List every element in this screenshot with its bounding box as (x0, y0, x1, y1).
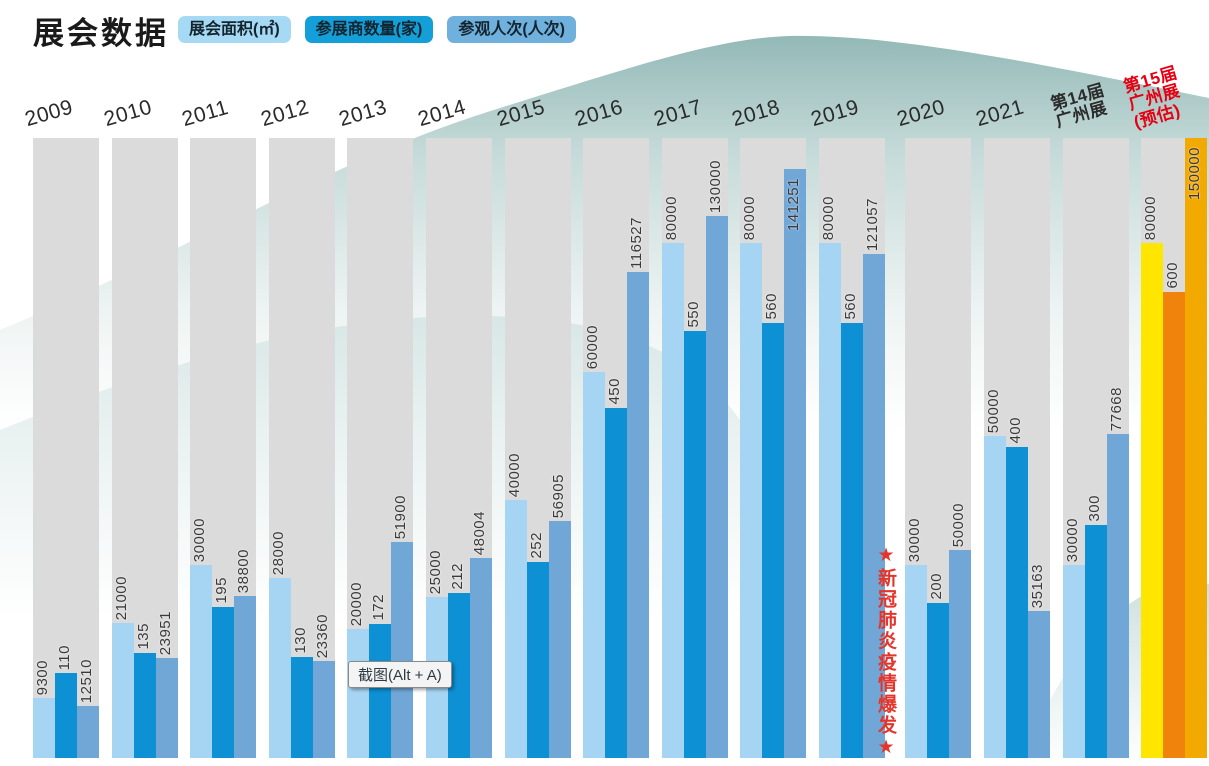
bar-value-2018-visitors: 141251 (785, 178, 803, 232)
bar-value-2020-visitors: 50000 (950, 502, 967, 547)
bar-2011-area (190, 565, 213, 758)
page-title: 展会数据 (33, 16, 169, 51)
bar-value-2020-area: 30000 (906, 517, 923, 562)
bar-2017-exhibitors (683, 331, 706, 758)
bar-value-2011-area: 30000 (191, 517, 209, 562)
bar-value-2012-area: 28000 (269, 530, 287, 575)
bar-2015-visitors (548, 521, 571, 758)
bar-15-visitors (1185, 138, 1208, 758)
bar-value-2020-exhibitors: 200 (928, 573, 945, 600)
bar-15-exhibitors (1163, 292, 1186, 758)
bar-value-2019-visitors: 121057 (864, 197, 881, 251)
bar-value-2012-exhibitors: 130 (291, 627, 309, 654)
column-backdrop-2009 (33, 138, 99, 758)
bar-2011-visitors (234, 596, 257, 758)
bar-2016-exhibitors (605, 408, 628, 758)
bar-2017-visitors (705, 216, 728, 758)
bar-14-visitors (1106, 434, 1129, 758)
bar-value-14-exhibitors: 300 (1085, 495, 1103, 522)
bar-2016-visitors (627, 272, 650, 758)
legend: 展会面积(㎡) 参展商数量(家) 参观人次(人次) (178, 16, 577, 44)
bar-value-2017-exhibitors: 550 (684, 301, 702, 328)
bar-2016-area (583, 372, 606, 758)
bar-2020-exhibitors (927, 603, 949, 758)
bar-2013-visitors (391, 542, 414, 758)
bar-value-2017-visitors: 130000 (706, 159, 724, 213)
covid-annotation: ★新冠肺炎疫情爆发★ (875, 544, 896, 760)
bar-2021-exhibitors (1005, 447, 1028, 758)
bar-value-14-area: 30000 (1063, 517, 1081, 562)
bar-2012-area (268, 578, 291, 758)
legend-badge-visitors: 参观人次(人次) (447, 16, 577, 44)
bar-value-2013-exhibitors: 172 (370, 594, 388, 621)
bar-value-15-visitors: 150000 (1186, 147, 1204, 201)
bar-value-14-visitors: 77668 (1107, 386, 1125, 431)
bar-value-2014-visitors: 48004 (471, 510, 488, 555)
bar-value-15-area: 80000 (1142, 195, 1160, 240)
bar-value-2009-area: 9300 (34, 659, 51, 695)
bar-value-15-exhibitors: 600 (1164, 262, 1182, 289)
bar-2010-area (111, 623, 134, 758)
bar-value-2021-visitors: 35163 (1028, 563, 1046, 608)
legend-badge-area: 展会面积(㎡) (178, 16, 291, 44)
bar-2013-area (347, 629, 370, 758)
bar-2021-area (983, 436, 1006, 758)
bar-2020-area (905, 565, 927, 758)
bar-value-2019-area: 80000 (820, 195, 837, 240)
bar-value-2011-visitors: 38800 (235, 548, 253, 593)
bar-value-2021-area: 50000 (984, 388, 1002, 433)
bar-value-2015-area: 40000 (505, 452, 523, 497)
bar-2019-exhibitors (841, 323, 863, 758)
bar-value-2016-area: 60000 (584, 324, 602, 369)
bar-2019-area (819, 243, 841, 758)
bar-value-2012-visitors: 23360 (313, 613, 331, 658)
bar-value-2017-area: 80000 (662, 195, 680, 240)
bar-2018-exhibitors (762, 323, 785, 758)
bar-value-2016-exhibitors: 450 (606, 378, 624, 405)
legend-badge-exhibitors: 参展商数量(家) (304, 16, 434, 44)
bar-value-2018-area: 80000 (741, 195, 759, 240)
bar-2010-visitors (155, 658, 178, 758)
bar-value-2016-visitors: 116527 (628, 217, 646, 269)
bar-2010-exhibitors (133, 653, 156, 758)
bar-value-2014-exhibitors: 212 (449, 563, 466, 590)
bar-2009-area (33, 698, 55, 758)
bar-value-2010-visitors: 23951 (156, 610, 174, 655)
bar-value-2010-area: 21000 (112, 575, 130, 620)
bar-2014-visitors (470, 558, 492, 758)
bar-2012-exhibitors (290, 657, 313, 758)
bar-value-2014-area: 25000 (427, 549, 444, 594)
bar-2021-visitors (1027, 611, 1050, 758)
bar-2011-exhibitors (212, 607, 235, 758)
bar-value-2009-exhibitors: 110 (56, 644, 73, 670)
bar-value-2013-area: 20000 (348, 581, 366, 626)
bar-2012-visitors (312, 661, 335, 758)
bar-value-2021-exhibitors: 400 (1006, 417, 1024, 444)
bar-2009-visitors (77, 706, 99, 758)
bar-2019-visitors (863, 254, 885, 758)
bar-value-2013-visitors: 51900 (392, 494, 410, 539)
bar-2018-visitors (784, 169, 807, 758)
bar-value-2010-exhibitors: 135 (134, 623, 152, 650)
bar-2015-area (504, 500, 527, 758)
bar-2017-area (661, 243, 684, 758)
bar-2015-exhibitors (526, 562, 549, 758)
bar-2009-exhibitors (55, 673, 77, 758)
bar-2018-area (740, 243, 763, 758)
bar-14-exhibitors (1084, 525, 1107, 758)
bar-value-2019-exhibitors: 560 (842, 293, 859, 320)
bar-15-area (1141, 243, 1164, 758)
bar-value-2009-visitors: 12510 (78, 658, 95, 703)
bar-2014-exhibitors (448, 593, 470, 758)
bar-14-area (1062, 565, 1085, 758)
bar-2013-exhibitors (369, 624, 392, 758)
bar-value-2015-visitors: 56905 (549, 473, 567, 518)
bar-value-2015-exhibitors: 252 (527, 532, 545, 559)
bar-value-2011-exhibitors: 195 (213, 577, 231, 604)
bar-2020-visitors (949, 550, 971, 758)
bar-value-2018-exhibitors: 560 (763, 293, 781, 320)
screenshot-tooltip: 截图(Alt + A) (348, 661, 452, 688)
